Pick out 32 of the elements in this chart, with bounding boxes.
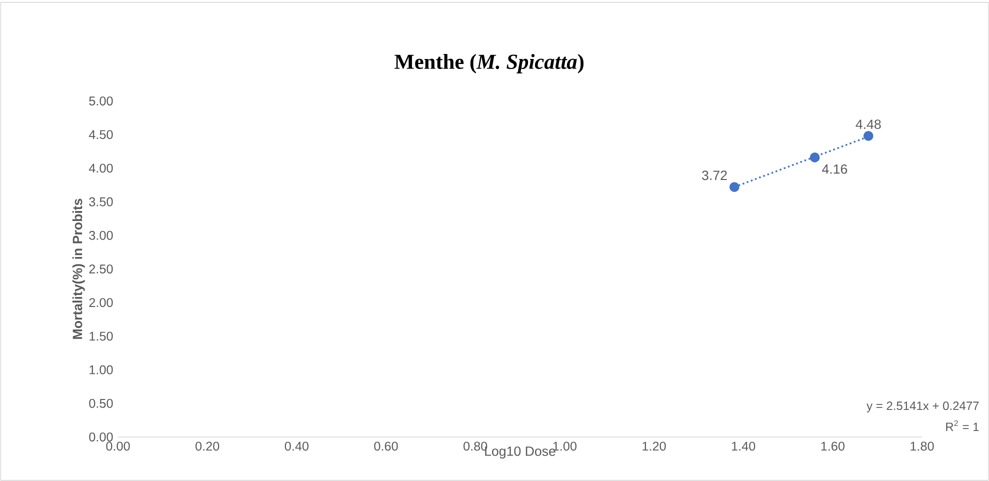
x-tick-label: 1.20 bbox=[642, 442, 666, 451]
y-tick-label: 3.50 bbox=[89, 197, 113, 206]
x-tick-label: 0.40 bbox=[284, 442, 308, 451]
point bbox=[729, 182, 740, 192]
chart-title: Menthe (M. Spicatta) bbox=[394, 54, 584, 74]
text: R$^{2}$ = 1 bbox=[946, 420, 979, 431]
x-tick-label: 1.80 bbox=[910, 442, 934, 451]
annotation: y = 2.5141x + 0.2477 bbox=[866, 402, 979, 412]
point bbox=[810, 152, 820, 162]
y-tick-label: 0.00 bbox=[89, 432, 113, 442]
y-tick-label: 5.00 bbox=[89, 96, 113, 106]
x-tick-label: 1.40 bbox=[732, 442, 756, 451]
x-tick-label: 1.60 bbox=[821, 442, 844, 451]
y-tick-label: 0.50 bbox=[89, 398, 113, 408]
y-tick-label: 4.00 bbox=[88, 164, 113, 173]
y-tick-label: 1.50 bbox=[90, 332, 113, 341]
x-tick-label: 0.20 bbox=[196, 442, 220, 451]
y-tick-label: 3.00 bbox=[89, 230, 113, 240]
y-tick-label: 4.50 bbox=[88, 130, 113, 140]
data-label: 4.16 bbox=[822, 164, 848, 174]
y-tick-label: 2.00 bbox=[89, 298, 113, 308]
y-tick-label: 2.50 bbox=[89, 264, 113, 274]
x-tick-label: 1.00 bbox=[553, 442, 576, 451]
data-label: 4.48 bbox=[856, 120, 881, 129]
y-tick-label: 1.00 bbox=[90, 365, 113, 374]
data-label: 3.72 bbox=[702, 170, 727, 180]
x-tick-label: 0.00 bbox=[106, 442, 130, 451]
x-tick-label: 0.80 bbox=[464, 442, 488, 451]
y-axis-title: Mortality(%) in Probits bbox=[72, 198, 85, 339]
x-tick-label: 0.60 bbox=[374, 442, 398, 451]
x-axis-title: Log10 Dose bbox=[485, 446, 556, 459]
point bbox=[863, 131, 874, 141]
